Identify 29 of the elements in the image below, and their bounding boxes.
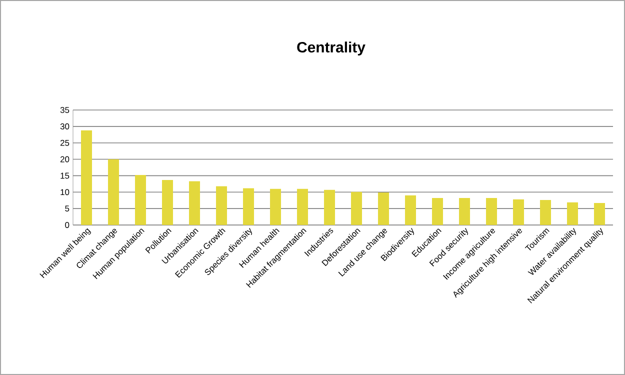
bar: [324, 190, 336, 225]
bar: [162, 180, 174, 225]
y-tick-label: 25: [60, 140, 70, 146]
bar: [486, 198, 498, 225]
y-tick-label: 10: [60, 189, 70, 196]
bar: [351, 192, 362, 225]
bar: [432, 198, 444, 225]
bar: [189, 181, 200, 225]
bar: [378, 192, 390, 225]
y-tick-label: 15: [60, 172, 70, 179]
bar: [459, 198, 470, 225]
bar: [297, 188, 308, 225]
y-tick-label: 0: [65, 222, 70, 228]
bar: [135, 175, 146, 225]
bar: [81, 130, 92, 225]
bar: [108, 159, 120, 225]
y-tick-label: 20: [60, 156, 70, 162]
bar: [270, 188, 282, 225]
bar: [513, 199, 524, 225]
bar: [216, 186, 228, 225]
bar: [540, 200, 552, 225]
bar: [567, 202, 578, 225]
y-tick-label: 35: [60, 107, 70, 113]
bar: [243, 188, 254, 225]
chart-title: Centrality: [297, 42, 366, 56]
y-tick-label: 30: [60, 123, 70, 130]
y-tick-label: 5: [65, 206, 70, 212]
bar: [594, 202, 606, 225]
bar: [405, 195, 416, 225]
